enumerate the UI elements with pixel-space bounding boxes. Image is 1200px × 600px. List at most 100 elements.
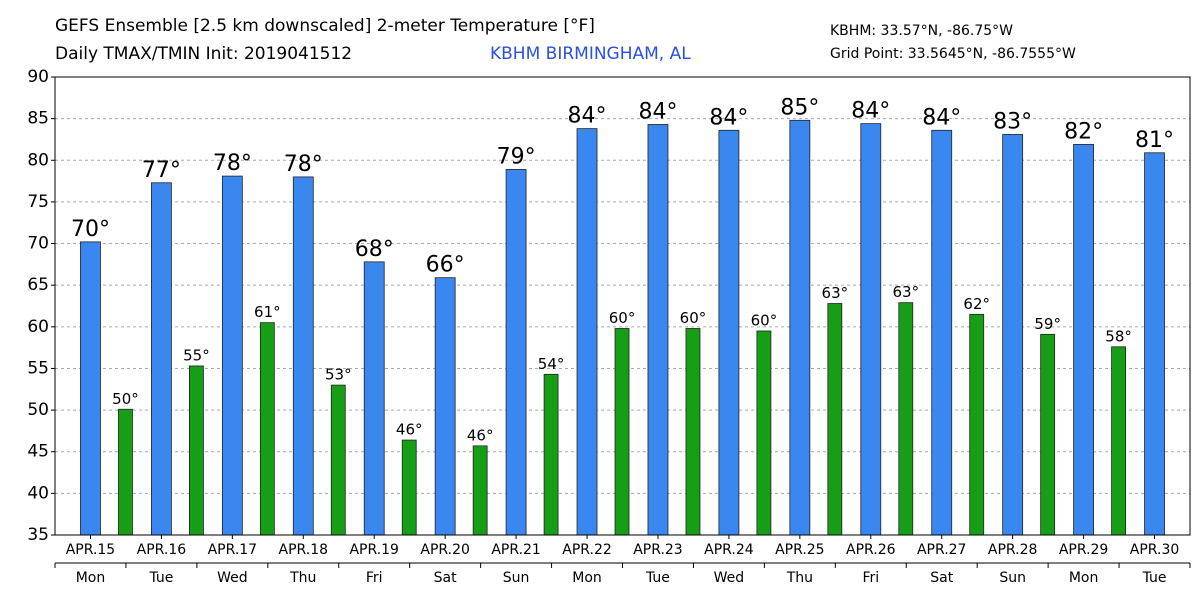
bar — [576, 128, 598, 536]
bar — [363, 261, 385, 536]
data-label: 84° — [709, 105, 748, 130]
x-tick-label: APR.17 — [208, 542, 258, 558]
weekday-label: Tue — [645, 570, 670, 586]
x-tick-label: APR.15 — [66, 542, 116, 558]
bar — [472, 445, 488, 536]
x-tick-label: APR.25 — [775, 542, 825, 558]
chart-title: GEFS Ensemble [2.5 km downscaled] 2-mete… — [55, 16, 595, 36]
weekday-label: Mon — [1069, 570, 1099, 586]
bar — [1040, 333, 1056, 536]
x-tick-label: APR.19 — [349, 542, 399, 558]
data-label: 54° — [538, 355, 565, 373]
bar — [80, 241, 101, 536]
bar — [647, 124, 669, 536]
plot-frame — [54, 76, 1191, 536]
weekday-label: Tue — [1142, 570, 1167, 586]
bar — [1144, 152, 1165, 536]
x-tick-label: APR.22 — [562, 542, 612, 558]
data-label: 60° — [680, 309, 707, 327]
y-tick-label: 35 — [27, 525, 49, 545]
weekday-label: Tue — [148, 570, 173, 586]
y-tick-label: 80 — [27, 150, 49, 170]
x-tick-label: APR.30 — [1130, 542, 1180, 558]
data-label: 81° — [1135, 128, 1174, 153]
bar — [756, 330, 772, 536]
bar — [789, 119, 811, 536]
data-label: 70° — [71, 217, 110, 242]
y-tick-label: 60 — [27, 317, 49, 337]
y-tick-label: 85 — [27, 109, 49, 129]
data-label: 62° — [963, 295, 990, 313]
data-label: 66° — [426, 253, 465, 278]
weekday-label: Wed — [714, 570, 745, 586]
bar — [259, 322, 275, 536]
y-tick-label: 50 — [27, 400, 49, 420]
weekday-label: Wed — [217, 570, 248, 586]
x-tick-label: APR.20 — [420, 542, 470, 558]
data-label: 78° — [213, 151, 252, 176]
bar — [1073, 144, 1094, 536]
bar — [898, 302, 914, 536]
data-label: 59° — [1034, 315, 1061, 333]
x-tick-label: APR.16 — [137, 542, 187, 558]
data-label: 61° — [254, 303, 281, 321]
data-label: 46° — [396, 421, 423, 439]
data-label: 53° — [325, 366, 352, 384]
bar — [189, 365, 204, 536]
bar — [221, 175, 243, 536]
weekday-label: Sun — [503, 570, 530, 586]
weekday-label: Sat — [434, 570, 457, 586]
data-label: 85° — [780, 95, 819, 120]
bar — [718, 129, 740, 536]
weekday-label: Fri — [862, 570, 879, 586]
data-label: 58° — [1105, 327, 1132, 345]
bar — [434, 277, 456, 536]
data-label: 78° — [284, 152, 323, 177]
bar — [931, 129, 953, 536]
bar — [505, 169, 527, 536]
weekday-label: Sat — [930, 570, 953, 586]
bar — [543, 373, 559, 536]
chart-subtitle: Daily TMAX/TMIN Init: 2019041512 — [55, 44, 352, 64]
x-tick-label: APR.21 — [491, 542, 541, 558]
x-tick-label: APR.28 — [988, 542, 1038, 558]
data-label: 55° — [183, 346, 210, 364]
data-label: 82° — [1064, 119, 1103, 144]
station-name: KBHM BIRMINGHAM, AL — [490, 44, 691, 64]
bar — [1002, 134, 1024, 536]
x-tick-label: APR.26 — [846, 542, 896, 558]
weekday-label: Sun — [999, 570, 1026, 586]
x-tick-label: APR.27 — [917, 542, 967, 558]
bar — [827, 303, 843, 536]
bar — [614, 328, 630, 536]
data-label: 84° — [922, 105, 961, 130]
bar — [292, 176, 314, 536]
y-tick-label: 40 — [27, 483, 49, 503]
bar — [685, 328, 701, 536]
x-tick-label: APR.24 — [704, 542, 754, 558]
bar — [860, 123, 882, 536]
y-tick-label: 55 — [27, 358, 49, 378]
y-tick-label: 75 — [27, 192, 49, 212]
y-tick-label: 90 — [27, 67, 49, 87]
y-tick-label: 65 — [27, 275, 49, 295]
data-label: 84° — [568, 104, 607, 129]
bar — [1111, 346, 1126, 536]
weekday-label: Fri — [366, 570, 383, 586]
data-label: 68° — [355, 237, 394, 262]
bar — [401, 439, 417, 536]
bar — [151, 182, 172, 536]
data-label: 77° — [142, 158, 181, 183]
data-label: 50° — [112, 390, 139, 408]
x-tick-label: APR.29 — [1059, 542, 1109, 558]
data-label: 83° — [993, 109, 1032, 134]
bar — [118, 408, 133, 536]
x-tick-label: APR.23 — [633, 542, 683, 558]
y-tick-label: 70 — [27, 234, 49, 254]
data-label: 60° — [609, 309, 636, 327]
y-tick-label: 45 — [27, 442, 49, 462]
station-coords: KBHM: 33.57°N, -86.75°W — [830, 23, 1013, 39]
data-label: 63° — [892, 283, 919, 301]
weekday-label: Thu — [289, 570, 316, 586]
